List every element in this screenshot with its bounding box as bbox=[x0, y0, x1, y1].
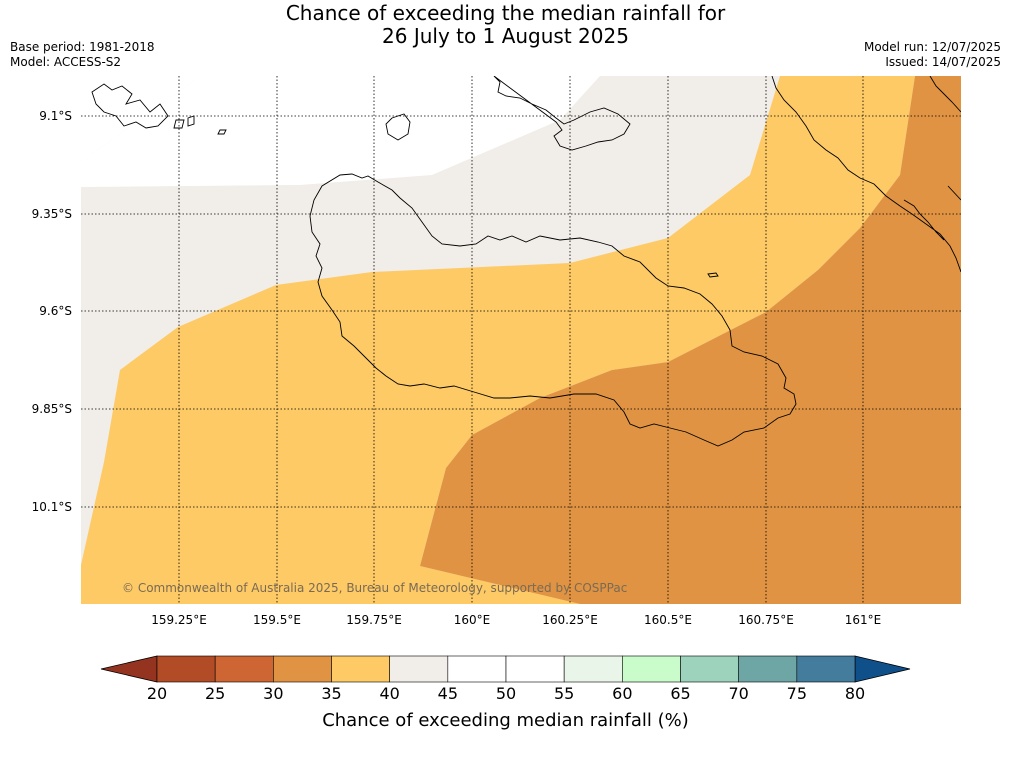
lon-label: 160°E bbox=[454, 613, 491, 627]
lat-label: 9.6°S bbox=[39, 304, 72, 318]
russell-islands-coastline bbox=[91, 83, 227, 135]
coastlines bbox=[91, 76, 961, 447]
lon-label: 161°E bbox=[845, 613, 882, 627]
colorbar-tick-label: 75 bbox=[786, 684, 807, 703]
savo-island-coastline bbox=[385, 113, 411, 141]
lon-label: 159.75°E bbox=[346, 613, 402, 627]
category-30-35-area bbox=[420, 76, 961, 604]
colorbar-swatch bbox=[273, 655, 332, 683]
colorbar-swatch bbox=[214, 655, 274, 683]
colorbar-tick-label: 60 bbox=[612, 684, 633, 703]
guadalcanal-coastline bbox=[309, 173, 797, 447]
lon-label: 160.5°E bbox=[644, 613, 692, 627]
colorbar-swatch bbox=[622, 655, 681, 683]
colorbar-swatch bbox=[389, 655, 449, 683]
colorbar-tick-label: 65 bbox=[670, 684, 691, 703]
colorbar-swatch bbox=[447, 655, 507, 683]
lat-label: 9.85°S bbox=[32, 402, 72, 416]
base-period-text: Base period: 1981-2018 bbox=[10, 40, 155, 54]
colorbar-swatch bbox=[796, 655, 856, 683]
lat-label: 10.1°S bbox=[32, 500, 72, 514]
colorbar-swatch bbox=[156, 655, 216, 683]
colorbar-swatch bbox=[738, 655, 798, 683]
small-island-coastline bbox=[707, 272, 719, 278]
graticule bbox=[81, 76, 961, 604]
lon-label: 160.25°E bbox=[542, 613, 598, 627]
map-title-line-2: 26 July to 1 August 2025 bbox=[382, 24, 629, 48]
model-text: Model: ACCESS-S2 bbox=[10, 55, 122, 69]
colorbar-tick-label: 40 bbox=[379, 684, 400, 703]
issued-text: Issued: 14/07/2025 bbox=[885, 55, 1001, 69]
colorbar-tick-label: 80 bbox=[844, 684, 866, 703]
map-fill-area bbox=[81, 76, 961, 604]
colorbar bbox=[100, 655, 911, 683]
map-title-line-1: Chance of exceeding the median rainfall … bbox=[285, 1, 726, 25]
colorbar-swatch bbox=[331, 655, 390, 683]
copyright-text: © Commonwealth of Australia 2025, Bureau… bbox=[122, 581, 627, 595]
colorbar-tick-label: 25 bbox=[204, 684, 226, 703]
colorbar-tick-label: 30 bbox=[263, 684, 284, 703]
lon-label: 159.25°E bbox=[151, 613, 207, 627]
lat-label: 9.35°S bbox=[32, 207, 72, 221]
colorbar-tick-label: 45 bbox=[437, 684, 458, 703]
lon-label: 159.5°E bbox=[253, 613, 301, 627]
colorbar-high-extend bbox=[854, 655, 911, 683]
colorbar-tick-label: 20 bbox=[146, 684, 168, 703]
florida-islands-coastline bbox=[493, 76, 631, 151]
category-35-40-area bbox=[81, 76, 915, 604]
category-45-55-area bbox=[81, 76, 600, 187]
colorbar-tick-label: 70 bbox=[728, 684, 749, 703]
colorbar-swatch bbox=[505, 655, 565, 683]
colorbar-tick-label: 35 bbox=[321, 684, 342, 703]
lon-label: 160.75°E bbox=[738, 613, 794, 627]
colorbar-tick-label: 50 bbox=[495, 684, 517, 703]
model-run-text: Model run: 12/07/2025 bbox=[863, 40, 1001, 54]
colorbar-swatch bbox=[680, 655, 739, 683]
malaita-coastline bbox=[771, 76, 961, 273]
colorbar-label: Chance of exceeding median rainfall (%) bbox=[322, 710, 689, 731]
colorbar-swatch bbox=[563, 655, 623, 683]
colorbar-low-extend bbox=[100, 655, 158, 683]
lat-label: 9.1°S bbox=[39, 109, 72, 123]
colorbar-tick-label: 55 bbox=[553, 684, 575, 703]
